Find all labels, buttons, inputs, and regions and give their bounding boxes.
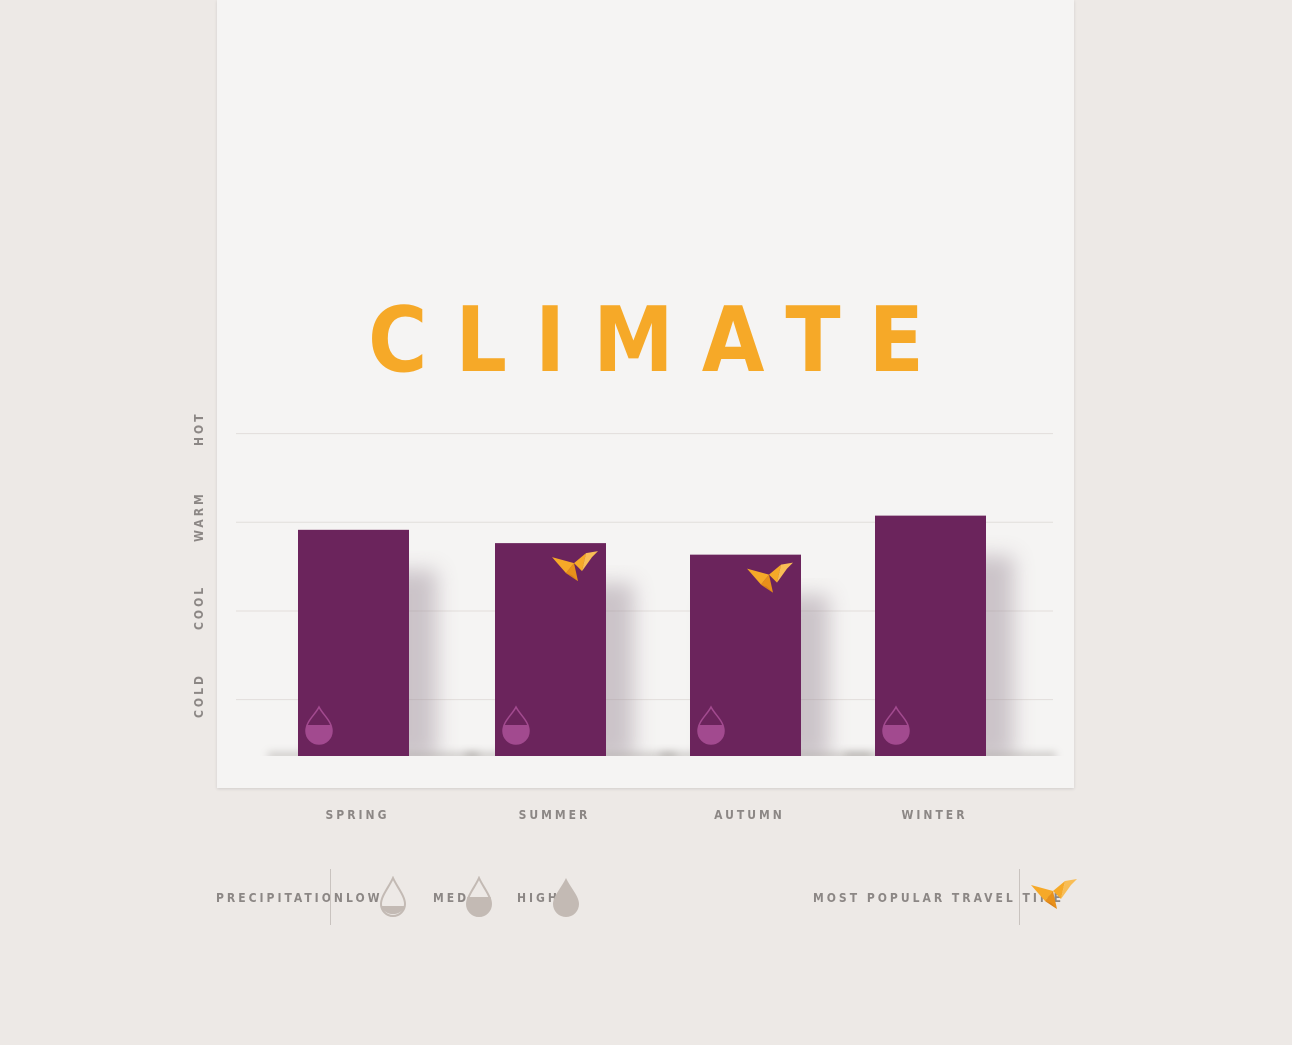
y-tick-cool: COOL <box>192 584 206 630</box>
origami-crane-icon <box>1031 879 1077 909</box>
precip-drop-icon-spring <box>305 705 333 745</box>
precip-drop-icon-autumn <box>697 705 725 745</box>
drop-low-icon <box>379 876 407 917</box>
y-tick-warm: WARM <box>192 491 206 542</box>
precip-drop-icon-winter <box>882 705 910 745</box>
drop-high-icon <box>553 878 579 917</box>
y-tick-hot: HOT <box>192 411 206 446</box>
precip-drop-icon-summer <box>502 705 530 745</box>
legend-divider-right <box>1019 869 1020 925</box>
bar-summer <box>495 543 606 756</box>
x-tick-winter: WINTER <box>901 808 968 822</box>
x-tick-spring: SPRING <box>325 808 390 822</box>
legend-divider-left <box>330 869 331 925</box>
popular-travel-label: MOST POPULAR TRAVEL TIME <box>813 891 1064 905</box>
bar-autumn <box>690 554 801 756</box>
chart-title: CLIMATE <box>368 288 952 393</box>
origami-crane-icon-summer <box>552 551 598 582</box>
y-tick-cold: COLD <box>192 673 206 718</box>
precipitation-label: PRECIPITATION <box>216 891 346 905</box>
bar-chart <box>217 433 1074 788</box>
legend-high-label: HIGH <box>517 891 560 905</box>
legend-low-label: LOW <box>346 891 383 905</box>
paper-bottom-strip <box>217 756 1074 788</box>
drop-med-icon <box>465 876 493 917</box>
x-tick-summer: SUMMER <box>518 808 591 822</box>
bar-winter <box>875 515 986 756</box>
legend-med-label: MED <box>433 891 470 905</box>
x-tick-autumn: AUTUMN <box>714 808 785 822</box>
origami-crane-icon-autumn <box>747 562 793 593</box>
bar-spring <box>298 529 409 756</box>
